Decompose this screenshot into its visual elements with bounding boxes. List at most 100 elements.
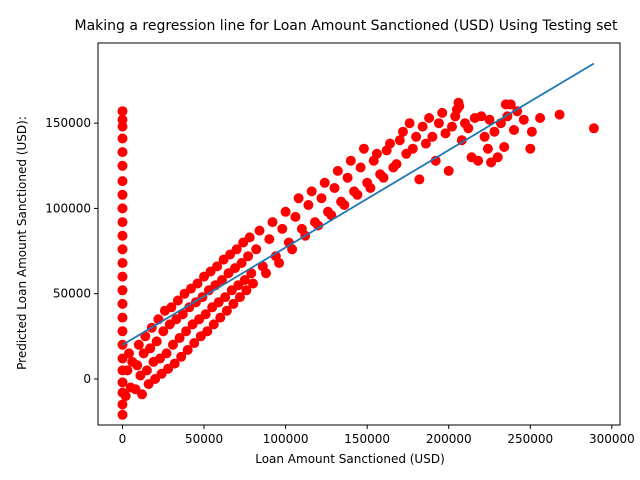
data-point	[182, 345, 193, 355]
data-point	[371, 148, 382, 159]
data-point	[339, 200, 350, 210]
data-point	[248, 278, 258, 289]
data-point	[316, 193, 327, 204]
data-point	[509, 125, 519, 135]
data-point	[277, 223, 288, 234]
data-point	[145, 343, 156, 354]
data-point	[177, 309, 188, 320]
data-point	[158, 326, 169, 337]
data-point	[166, 302, 177, 313]
data-point	[117, 133, 128, 144]
data-point	[342, 172, 353, 183]
data-point	[489, 126, 500, 137]
data-point	[141, 365, 152, 376]
data-point	[192, 278, 203, 289]
data-point	[120, 391, 131, 401]
data-point	[420, 138, 431, 149]
data-point	[440, 128, 451, 139]
data-point	[447, 121, 457, 132]
data-point	[161, 348, 172, 359]
data-point	[417, 121, 428, 132]
data-point	[169, 358, 180, 369]
data-point	[535, 113, 546, 123]
data-point	[181, 326, 192, 337]
data-point	[427, 131, 438, 142]
data-point	[117, 121, 128, 132]
data-point	[117, 114, 128, 125]
y-tick-label: 0	[83, 372, 91, 386]
data-point	[117, 147, 128, 158]
data-point	[437, 107, 448, 118]
data-point	[518, 114, 529, 125]
data-point	[290, 211, 301, 222]
data-point	[117, 258, 128, 268]
data-point	[117, 377, 128, 388]
points-layer	[117, 97, 599, 420]
data-point	[117, 298, 128, 309]
data-point	[394, 135, 405, 146]
data-point	[274, 258, 285, 268]
data-point	[355, 162, 366, 173]
data-point	[332, 165, 343, 176]
data-point	[137, 389, 147, 400]
regression-line-layer	[122, 62, 595, 346]
data-point	[172, 295, 183, 306]
data-point	[306, 186, 317, 197]
data-point	[117, 189, 128, 200]
data-point	[473, 155, 484, 166]
x-tick-label: 0	[119, 432, 127, 446]
data-point	[174, 333, 185, 343]
y-axis-label: Predicted Loan Amount Sanctioned (USD):	[15, 116, 29, 370]
data-point	[221, 305, 232, 316]
data-point	[476, 111, 487, 122]
x-axis-label: Loan Amount Sanctioned (USD)	[255, 452, 445, 466]
data-point	[122, 365, 133, 376]
y-tick-label: 50000	[53, 287, 91, 301]
data-point	[303, 200, 314, 210]
data-point	[215, 312, 226, 323]
data-point	[117, 203, 128, 214]
regression-line	[122, 62, 595, 346]
data-point	[525, 143, 536, 154]
data-point	[132, 360, 143, 371]
plot-frame	[97, 42, 621, 426]
data-point	[117, 106, 128, 117]
data-point	[117, 326, 128, 337]
data-point	[287, 244, 298, 255]
data-point	[228, 298, 239, 309]
data-point	[117, 312, 128, 323]
data-point	[264, 234, 275, 245]
data-point	[208, 319, 219, 330]
data-point	[117, 285, 128, 296]
data-point	[243, 251, 254, 262]
data-point	[176, 351, 187, 362]
data-point	[133, 339, 144, 350]
data-point	[117, 176, 128, 187]
data-point	[239, 275, 250, 285]
data-point	[505, 99, 516, 110]
x-tick-label: 50000	[185, 432, 223, 446]
data-point	[385, 138, 395, 149]
data-point	[443, 165, 454, 176]
data-point	[352, 189, 363, 200]
data-point	[234, 292, 245, 303]
x-tick-label: 200000	[426, 432, 472, 446]
data-point	[293, 193, 304, 204]
data-point	[430, 155, 441, 166]
data-point	[168, 339, 178, 350]
data-point	[261, 268, 271, 279]
chart-title: Making a regression line for Loan Amount…	[75, 18, 618, 34]
data-point	[313, 220, 324, 231]
data-point	[319, 177, 330, 188]
y-axis-ticks: 0 50000 100000 150000	[45, 116, 98, 386]
data-point	[391, 159, 402, 170]
data-point	[117, 244, 128, 255]
data-point	[220, 292, 231, 303]
data-point	[236, 258, 247, 268]
x-tick-label: 250000	[507, 432, 553, 446]
data-point	[202, 326, 213, 337]
data-point	[117, 217, 128, 228]
data-point	[492, 152, 503, 163]
data-point	[117, 399, 128, 410]
